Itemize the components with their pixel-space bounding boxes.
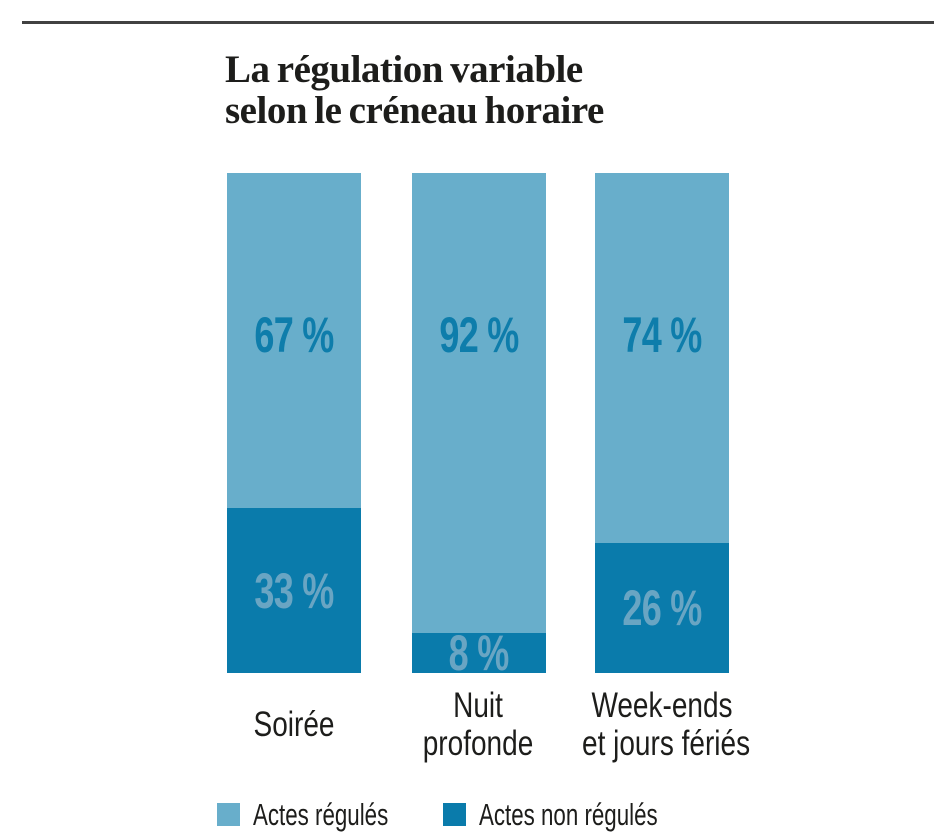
bar-column-soiree: 67 % 33 % (227, 173, 361, 673)
category-label-weekends: Week-ends et jours fériés (562, 686, 762, 764)
value-label-regules-weekends: 74 % (622, 307, 702, 363)
segment-actes-regules-soiree: 67 % (227, 173, 361, 508)
category-label-line: profonde (422, 724, 534, 763)
category-label-soiree: Soirée (194, 686, 394, 764)
segment-actes-non-regules-soiree: 33 % (227, 508, 361, 673)
segment-actes-regules-nuit: 92 % (412, 173, 546, 633)
segment-actes-non-regules-weekends: 26 % (595, 543, 729, 673)
value-label-non-regules-weekends: 26 % (622, 580, 702, 636)
bar-column-nuit-profonde: 92 % 8 % (412, 173, 546, 681)
category-label-line: Week-ends (591, 686, 733, 725)
category-label-line: Nuit (453, 686, 503, 725)
chart-title-line-2: selon le créneau horaire (225, 89, 604, 132)
chart-title-line-1: La régulation variable (225, 48, 583, 91)
category-label-line: Soirée (253, 705, 335, 744)
value-label-regules-soiree: 67 % (254, 307, 334, 363)
value-label-regules-nuit: 92 % (439, 307, 519, 363)
legend-item-actes-non-regules: Actes non régulés (443, 799, 727, 830)
segment-actes-non-regules-nuit: 8 % (412, 625, 546, 681)
value-label-non-regules-nuit: 8 % (449, 625, 510, 681)
legend-label-actes-regules: Actes régulés (253, 797, 389, 832)
value-label-non-regules-soiree: 33 % (254, 562, 334, 619)
legend-swatch-actes-regules (217, 803, 240, 826)
chart-title: La régulation variable selon le créneau … (225, 49, 604, 131)
bar-column-weekends: 74 % 26 % (595, 173, 729, 673)
top-rule-divider (22, 21, 934, 24)
legend-swatch-actes-non-regules (443, 803, 466, 826)
segment-actes-regules-weekends: 74 % (595, 173, 729, 543)
category-label-line: et jours fériés (582, 724, 751, 763)
category-label-nuit-profonde: Nuit profonde (378, 686, 578, 764)
legend-label-actes-non-regules: Actes non régulés (479, 797, 658, 832)
legend-item-actes-regules: Actes régulés (217, 799, 441, 830)
